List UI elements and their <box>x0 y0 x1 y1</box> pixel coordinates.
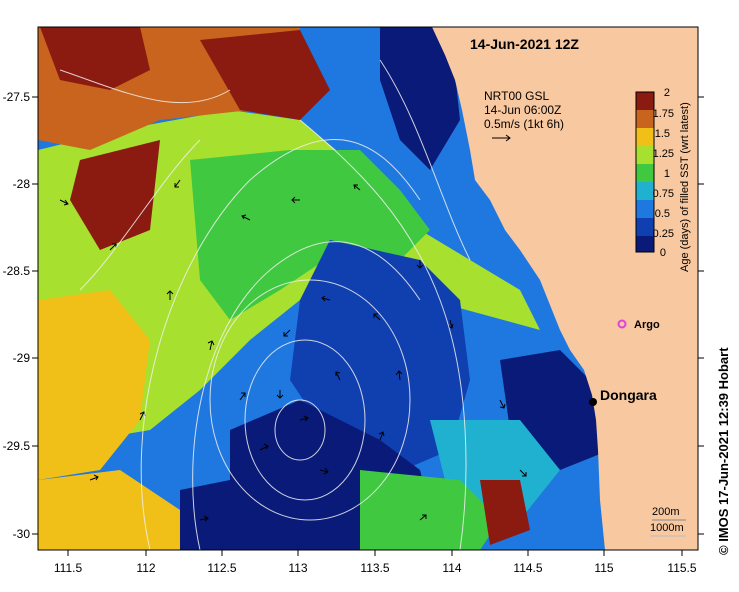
colorbar-swatch <box>636 128 654 146</box>
x-tick-label: 114.5 <box>513 561 542 575</box>
colorbar-swatch <box>636 110 654 128</box>
overlay-line-3: 0.5m/s (1kt 6h) <box>484 117 564 131</box>
y-tick-label: -29 <box>13 351 31 365</box>
x-tick-label: 113.5 <box>360 561 389 575</box>
sea-level-contours <box>59 59 471 550</box>
colorbar-swatch <box>636 236 654 252</box>
sst-age-patch <box>38 470 190 550</box>
overlay-line-2: 14-Jun 06:00Z <box>484 103 561 117</box>
contour-legend-200m: 200m <box>652 506 680 518</box>
dongara-marker[interactable]: Dongara <box>589 387 657 406</box>
y-tick-label: -30 <box>13 527 31 541</box>
x-tick-label: 115 <box>594 561 613 575</box>
sst-age-patch <box>360 470 500 550</box>
colorbar <box>635 91 655 253</box>
colorbar-tick: 2 <box>664 87 670 99</box>
y-tick-label: -29.5 <box>3 439 31 453</box>
y-axis <box>32 96 704 535</box>
x-tick-label: 112 <box>136 561 155 575</box>
sst-age-patch <box>38 290 150 480</box>
scale-arrow <box>492 134 511 142</box>
colorbar-tick: 0.5 <box>655 208 670 220</box>
x-tick-label: 114 <box>442 561 461 575</box>
map-title: 14-Jun-2021 12Z <box>470 36 579 52</box>
sst-age-patch <box>40 27 150 90</box>
sst-age-patch <box>190 150 430 320</box>
y-tick-label: -27.5 <box>3 90 31 104</box>
dongara-label: Dongara <box>600 387 657 403</box>
y-tick-label: -28.5 <box>3 264 31 278</box>
land-mass <box>432 27 698 550</box>
x-tick-label: 112.5 <box>207 561 236 575</box>
sst-age-patch <box>200 30 330 120</box>
colorbar-swatch <box>636 92 654 110</box>
x-tick-label: 111.5 <box>54 561 83 575</box>
colorbar-swatch <box>636 182 654 200</box>
colorbar-tick: 1.5 <box>655 128 670 140</box>
colorbar-swatch <box>636 218 654 236</box>
sst-age-patch <box>380 27 460 170</box>
y-tick-label: -28 <box>13 177 31 191</box>
contour-legend-1000m: 1000m <box>650 522 684 534</box>
x-tick-label: 113 <box>288 561 307 575</box>
sst-age-patch <box>480 480 530 545</box>
argo-marker[interactable]: Argo <box>617 319 660 331</box>
colorbar-tick: 0.25 <box>653 228 674 240</box>
colorbar-tick: 0.75 <box>653 188 674 200</box>
plot-frame <box>37 26 699 551</box>
colorbar-label: Age (days) of filled SST (wrt latest) <box>679 102 691 272</box>
argo-label: Argo <box>634 319 660 331</box>
colorbar-tick: 1.75 <box>653 108 674 120</box>
sst-age-patch <box>70 140 160 250</box>
credit-text: © IMOS 17-Jun-2021 12:39 Hobart <box>716 347 731 555</box>
colorbar-tick: 0 <box>660 247 666 259</box>
x-tick-label: 115.5 <box>667 561 696 575</box>
colorbar-tick: 1 <box>664 168 670 180</box>
map-canvas <box>38 27 698 550</box>
overlay-line-1: NRT00 GSL <box>484 89 549 103</box>
colorbar-swatch <box>636 200 654 218</box>
colorbar-tick: 1.25 <box>653 148 674 160</box>
colorbar-swatch <box>636 146 654 164</box>
x-axis <box>67 550 683 556</box>
colorbar-swatch <box>636 164 654 182</box>
sst-age-patch <box>180 480 240 550</box>
current-arrows <box>59 179 527 522</box>
